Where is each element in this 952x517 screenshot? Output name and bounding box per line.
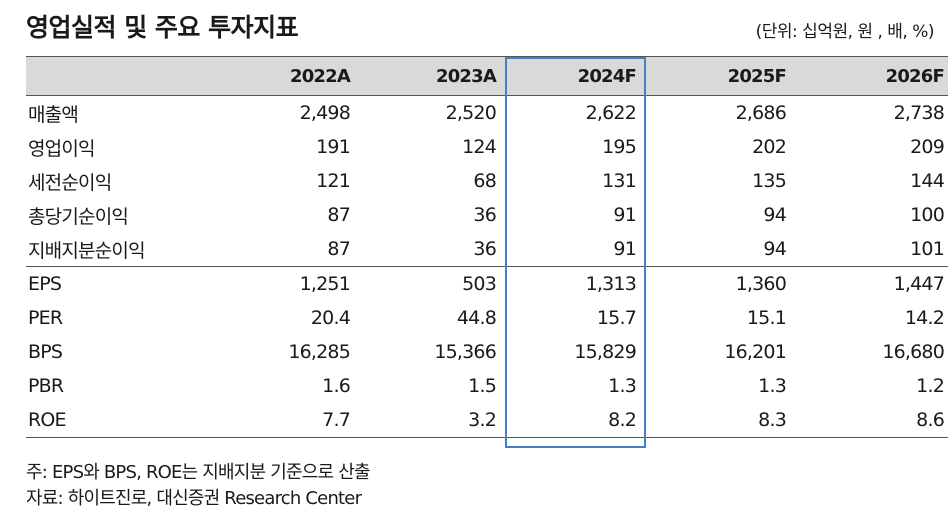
row-label: 매출액: [28, 103, 79, 126]
table-cell: 36: [354, 232, 500, 267]
table-cell: 87: [211, 232, 354, 267]
table-cell: 1.2: [916, 375, 945, 397]
header-cell: 2026F: [790, 57, 948, 96]
table-cell: 209: [910, 136, 945, 158]
table-row: 세전순이익 121 68 131 135 144: [26, 164, 948, 198]
table-row: BPS 16,285 15,366 15,829 16,201 16,680: [26, 335, 948, 369]
table-cell: 124: [462, 136, 497, 158]
table-cell: 15.1: [746, 307, 787, 329]
table-cell: 2,622: [585, 102, 637, 124]
source-note: 자료: 하이트진로, 대신증권 Research Center: [26, 488, 362, 509]
table-cell: 3.2: [354, 403, 500, 438]
table-cell: 195: [602, 136, 637, 158]
table-cell: 1.3: [758, 375, 787, 397]
table-row: PER 20.4 44.8 15.7 15.1 14.2: [26, 301, 948, 335]
table-cell: 16,285: [288, 341, 350, 363]
table-cell: 100: [910, 204, 945, 226]
table-row: 영업이익 191 124 195 202 209: [26, 130, 948, 164]
table-cell: 135: [752, 170, 787, 192]
header-cell: 2024F: [500, 57, 640, 96]
table-row: 매출액 2,498 2,520 2,622 2,686 2,738: [26, 96, 948, 131]
table-cell: 16,201: [724, 341, 786, 363]
table-cell: 1,360: [735, 273, 787, 295]
table-cell: 16,680: [882, 341, 944, 363]
header-cell: 2022A: [211, 57, 354, 96]
table-cell: 91: [613, 204, 636, 226]
table-cell: 503: [462, 273, 497, 295]
table-cell: 1.5: [468, 375, 497, 397]
unit-label: (단위: 십억원, 원 , 배, %): [755, 22, 935, 42]
header-cell: 2025F: [640, 57, 790, 96]
table-cell: 36: [473, 204, 496, 226]
table-cell: 8.3: [640, 403, 790, 438]
row-label: ROE: [26, 403, 211, 438]
table-cell: 14.2: [904, 307, 945, 329]
table-cell: 2,520: [445, 102, 497, 124]
table-title: 영업실적 및 주요 투자지표: [26, 13, 299, 42]
table-cell: 8.2: [500, 403, 640, 438]
table-cell: 202: [752, 136, 787, 158]
table-cell: 1,447: [893, 273, 945, 295]
table-cell: 94: [763, 204, 786, 226]
table-row: PBR 1.6 1.5 1.3 1.3 1.2: [26, 369, 948, 403]
row-label: 세전순이익: [28, 171, 112, 194]
table-cell: 101: [790, 232, 948, 267]
table-cell: 15,829: [574, 341, 636, 363]
table-cell: 44.8: [456, 307, 497, 329]
header-row: 2022A 2023A 2024F 2025F 2026F: [26, 57, 948, 96]
table-row: ROE 7.7 3.2 8.2 8.3 8.6: [26, 403, 948, 438]
financial-table: 2022A 2023A 2024F 2025F 2026F 매출액 2,498 …: [26, 57, 948, 438]
table-cell: 191: [316, 136, 351, 158]
table-cell: 91: [500, 232, 640, 267]
row-label: 총당기순이익: [28, 205, 129, 228]
table-cell: 2,686: [735, 102, 787, 124]
table-cell: 1.6: [322, 375, 351, 397]
table-cell: 1,313: [585, 273, 637, 295]
table-cell: 94: [640, 232, 790, 267]
row-label: PER: [28, 307, 63, 329]
row-label: EPS: [28, 273, 62, 295]
table-cell: 2,498: [299, 102, 351, 124]
table-cell: 121: [316, 170, 351, 192]
table-cell: 68: [473, 170, 496, 192]
table-cell: 7.7: [211, 403, 354, 438]
table-cell: 1.3: [608, 375, 637, 397]
table-cell: 131: [602, 170, 637, 192]
table-cell: 8.6: [790, 403, 948, 438]
header-cell: [26, 57, 211, 96]
table-row: 총당기순이익 87 36 91 94 100: [26, 198, 948, 232]
table-cell: 144: [910, 170, 945, 192]
table-cell: 1,251: [299, 273, 351, 295]
top-rule: [26, 56, 948, 57]
table-row: 지배지분순이익 87 36 91 94 101: [26, 232, 948, 267]
table-cell: 87: [327, 204, 350, 226]
row-label: BPS: [28, 341, 63, 363]
header-cell: 2023A: [354, 57, 500, 96]
footnote: 주: EPS와 BPS, ROE는 지배지분 기준으로 산출: [26, 462, 371, 483]
table-cell: 15.7: [596, 307, 637, 329]
row-label: 지배지분순이익: [26, 232, 211, 267]
row-label: PBR: [28, 375, 64, 397]
table-cell: 15,366: [434, 341, 496, 363]
table-cell: 2,738: [893, 102, 945, 124]
row-label: 영업이익: [28, 137, 96, 160]
table-row: EPS 1,251 503 1,313 1,360 1,447: [26, 267, 948, 302]
table-cell: 20.4: [310, 307, 351, 329]
